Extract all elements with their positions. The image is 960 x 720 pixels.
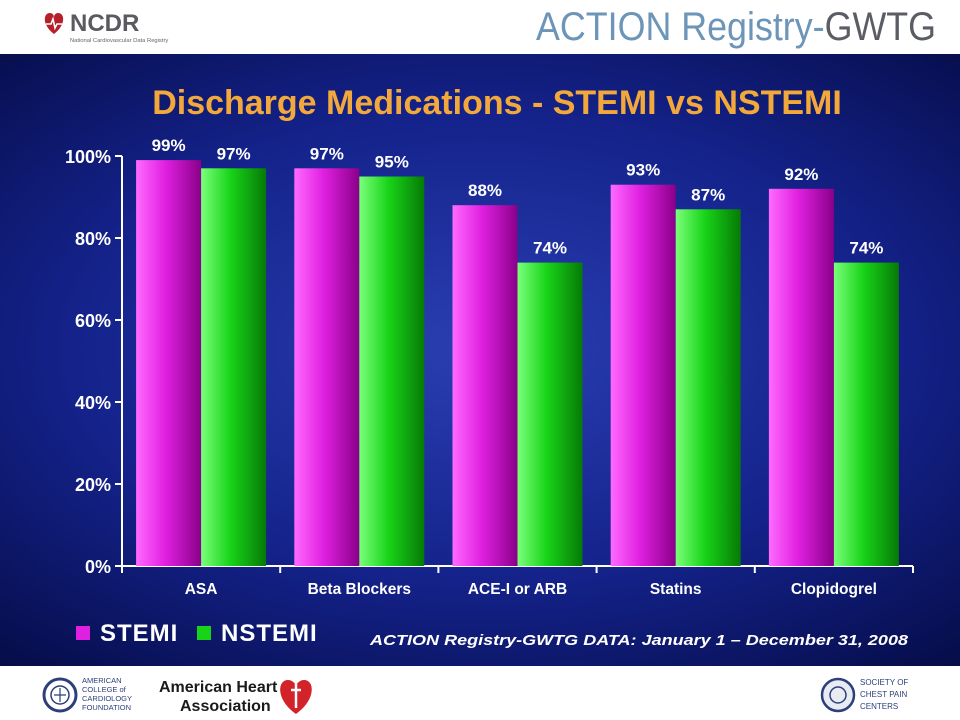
legend-label-stemi: STEMI: [100, 620, 178, 647]
data-label: 92%: [784, 165, 818, 184]
y-tick-label: 0%: [85, 557, 111, 577]
y-tick-label: 40%: [75, 393, 111, 413]
acc-line-3: CARDIOLOGY: [82, 694, 132, 703]
bar-stemi: [610, 184, 676, 566]
data-label: 88%: [468, 181, 502, 200]
legend: STEMI NSTEMI: [76, 620, 318, 647]
bar-nstemi: [359, 176, 425, 566]
bar-stemi: [136, 160, 202, 566]
x-axis: ASA Beta Blockers ACE-I or ARB Statins Clopi…: [121, 565, 914, 598]
bar-nstemi: [833, 262, 899, 566]
y-tick-label: 100%: [65, 147, 111, 167]
aha-line-1: American Heart: [159, 679, 278, 696]
data-label: 74%: [849, 239, 883, 258]
chart-title: Discharge Medications - STEMI vs NSTEMI: [152, 84, 842, 122]
action-logo-text-1: ACTION Registry: [536, 5, 813, 49]
bar-nstemi: [201, 168, 267, 567]
bar-stemi: [768, 188, 834, 567]
ncdr-name: NCDR: [70, 10, 139, 37]
bar-stemi: [294, 168, 360, 567]
bar-chart: Discharge Medications - STEMI vs NSTEMI …: [65, 84, 914, 649]
legend-label-nstemi: NSTEMI: [221, 620, 318, 647]
data-label: 93%: [626, 161, 660, 180]
scpc-line-2: CHEST PAIN: [860, 690, 907, 699]
ncdr-logo: NCDR National Cardiovascular Data Regist…: [40, 4, 178, 46]
x-tick-label: Beta Blockers: [308, 581, 411, 598]
aha-logo: American Heart Association: [159, 679, 312, 715]
y-tick-label: 60%: [75, 311, 111, 331]
legend-swatch-stemi: [76, 626, 90, 640]
scpc-seal-icon: [820, 677, 856, 713]
scpc-logo: SOCIETY OF CHEST PAIN CENTERS: [820, 677, 908, 713]
acc-line-4: FOUNDATION: [82, 703, 131, 712]
acc-foundation-logo: AMERICAN COLLEGE of CARDIOLOGY FOUNDATIO…: [42, 676, 132, 713]
bars: 99% 97% 97% 95% 88% 74% 93% 87% 92% 74%: [136, 136, 899, 567]
aha-line-2: Association: [180, 698, 271, 715]
scpc-line-3: CENTERS: [860, 702, 898, 711]
x-tick-label: ACE-I or ARB: [468, 581, 567, 598]
bottom-banner: AMERICAN COLLEGE of CARDIOLOGY FOUNDATIO…: [0, 666, 960, 720]
svg-text:ACTION Registry-GWTG: ACTION Registry-GWTG: [536, 5, 936, 49]
sponsor-logos: AMERICAN COLLEGE of CARDIOLOGY FOUNDATIO…: [42, 676, 312, 715]
bar-nstemi: [517, 262, 583, 566]
data-label: 97%: [310, 144, 344, 163]
data-label: 87%: [691, 185, 725, 204]
action-registry-logo: ACTION Registry-GWTG: [536, 5, 936, 49]
bar-nstemi: [675, 209, 741, 567]
chart-panel: Discharge Medications - STEMI vs NSTEMI …: [0, 54, 960, 666]
scpc-line-1: SOCIETY OF: [860, 678, 908, 687]
x-tick-label: ASA: [185, 581, 218, 598]
x-tick-label: Clopidogrel: [791, 581, 877, 598]
action-logo-text-2: GWTG: [825, 5, 936, 49]
legend-swatch-nstemi: [197, 626, 211, 640]
y-axis: 0% 20% 40% 60% 80% 100%: [65, 147, 123, 577]
top-banner: NCDR National Cardiovascular Data Regist…: [0, 0, 960, 54]
acc-line-1: AMERICAN: [82, 676, 122, 685]
data-source-annotation: ACTION Registry-GWTG DATA: January 1 – D…: [369, 632, 909, 649]
y-tick-label: 80%: [75, 229, 111, 249]
ncdr-tagline: National Cardiovascular Data Registry: [70, 38, 168, 44]
y-tick-label: 20%: [75, 475, 111, 495]
data-label: 97%: [217, 144, 251, 163]
acc-line-2: COLLEGE of: [82, 685, 127, 694]
bar-stemi: [452, 205, 518, 566]
x-tick-label: Statins: [650, 581, 702, 598]
data-label: 74%: [533, 239, 567, 258]
data-label: 95%: [375, 153, 409, 172]
data-label: 99%: [152, 136, 186, 155]
